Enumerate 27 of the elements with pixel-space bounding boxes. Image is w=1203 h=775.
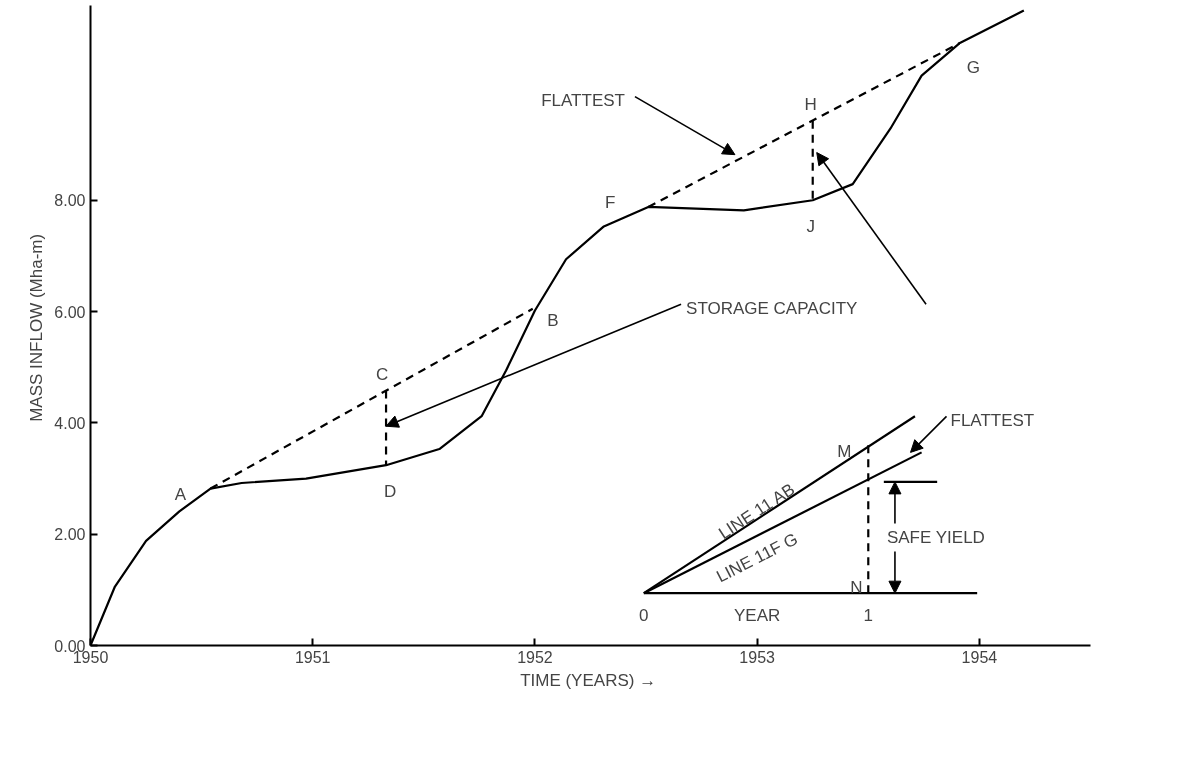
annotation: B bbox=[547, 310, 559, 330]
annotation: J bbox=[806, 216, 815, 236]
y-tick-label: 6.00 bbox=[54, 303, 86, 321]
annotation: FLATTEST bbox=[541, 91, 625, 111]
annotation: SAFE YIELD bbox=[886, 528, 985, 548]
x-tick-label: 1952 bbox=[517, 648, 553, 666]
annotation: N bbox=[850, 577, 863, 597]
y-tick-label: 4.00 bbox=[54, 414, 86, 432]
y-tick-label: 2.00 bbox=[54, 526, 86, 544]
annotation: YEAR bbox=[734, 605, 781, 625]
annotation: C bbox=[375, 365, 389, 385]
annotation: D bbox=[383, 481, 397, 501]
y-tick-label: 8.00 bbox=[54, 192, 86, 210]
x-tick-label: 1951 bbox=[294, 648, 331, 666]
annotation: H bbox=[804, 95, 817, 115]
annotation: FLATTEST bbox=[950, 410, 1035, 430]
annotation: M bbox=[837, 441, 852, 461]
x-tick-label: 1953 bbox=[739, 648, 776, 666]
annotation: STORAGE CAPACITY bbox=[686, 298, 858, 318]
annotation: A bbox=[174, 485, 187, 505]
annotation: 1 bbox=[863, 606, 874, 626]
annotation: F bbox=[605, 193, 616, 213]
y-axis-title: MASS INFLOW (Mha-m) bbox=[27, 233, 47, 422]
x-tick-label: 1954 bbox=[961, 648, 998, 666]
x-axis-title: TIME (YEARS) → bbox=[520, 670, 657, 690]
annotation: 0 bbox=[639, 606, 649, 626]
annotation: G bbox=[966, 57, 981, 77]
